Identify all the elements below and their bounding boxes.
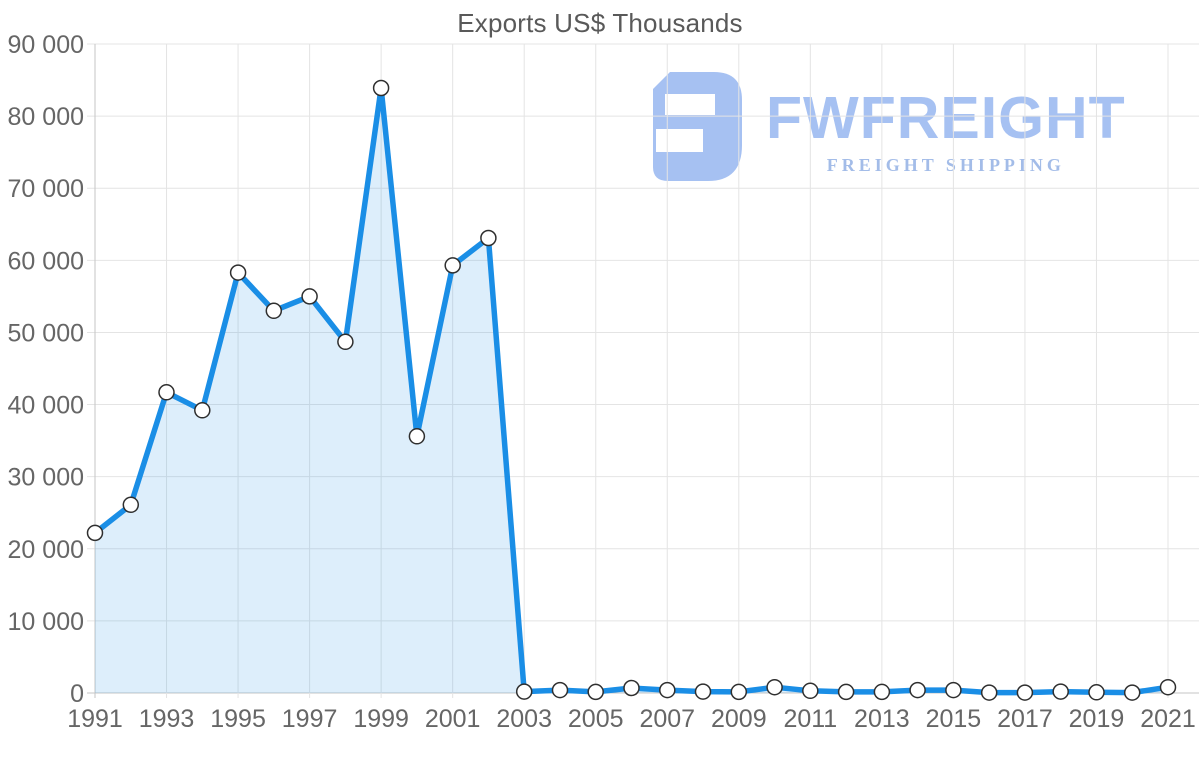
data-point-2012[interactable] — [837, 683, 855, 701]
y-tick-label-30000: 30 000 — [8, 464, 84, 492]
data-point-2003[interactable] — [515, 683, 533, 700]
data-point-2001[interactable] — [444, 257, 461, 274]
y-tick-label-80000: 80 000 — [8, 103, 84, 131]
data-point-2011[interactable] — [802, 682, 819, 700]
data-point-2000[interactable] — [408, 428, 426, 445]
data-point-2008[interactable] — [694, 683, 712, 700]
x-tick-label-2015: 2015 — [926, 705, 982, 733]
fwfreight-logo-icon — [653, 72, 742, 181]
data-point-2017[interactable] — [1016, 684, 1034, 701]
data-point-2021[interactable] — [1159, 678, 1177, 696]
y-tick-label-50000: 50 000 — [8, 319, 84, 347]
y-tick-label-10000: 10 000 — [8, 608, 84, 636]
x-tick-label-2003: 2003 — [496, 705, 552, 733]
data-point-2018[interactable] — [1052, 683, 1069, 700]
fwfreight-brand-label: FWFREIGHT — [766, 85, 1126, 151]
data-point-2005[interactable] — [587, 683, 604, 701]
data-point-2010[interactable] — [766, 678, 783, 696]
x-tick-label-2011: 2011 — [783, 705, 837, 733]
data-point-2016[interactable] — [980, 684, 998, 701]
data-point-2007[interactable] — [659, 681, 676, 699]
x-tick-label-2021: 2021 — [1140, 705, 1196, 733]
data-point-1995[interactable] — [229, 264, 247, 281]
chart-title: Exports US$ Thousands — [457, 8, 743, 38]
data-point-2002[interactable] — [480, 229, 497, 247]
fwfreight-logo-text: FWFREIGHT FREIGHT SHIPPING — [766, 68, 1126, 176]
data-point-2019[interactable] — [1088, 684, 1105, 701]
x-tick-label-1995: 1995 — [210, 705, 266, 733]
data-point-1993[interactable] — [158, 384, 175, 401]
y-tick-label-40000: 40 000 — [8, 392, 84, 420]
data-point-1997[interactable] — [301, 288, 318, 305]
data-point-2015[interactable] — [945, 681, 962, 699]
fwfreight-watermark: FWFREIGHT FREIGHT SHIPPING — [648, 68, 1126, 185]
data-point-1991[interactable] — [86, 524, 104, 542]
x-tick-label-2017: 2017 — [997, 705, 1053, 733]
x-tick-label-1999: 1999 — [353, 705, 409, 733]
data-point-2009[interactable] — [730, 683, 748, 701]
data-point-1996[interactable] — [265, 302, 283, 320]
data-point-2006[interactable] — [623, 679, 640, 697]
x-tick-label-2007: 2007 — [639, 705, 695, 733]
y-tick-label-0: 0 — [70, 680, 84, 708]
y-tick-label-60000: 60 000 — [8, 247, 84, 275]
x-tick-label-2005: 2005 — [568, 705, 624, 733]
x-tick-label-1993: 1993 — [139, 705, 195, 733]
data-point-2014[interactable] — [909, 681, 926, 699]
y-tick-label-70000: 70 000 — [8, 175, 84, 203]
x-tick-label-1997: 1997 — [282, 705, 338, 733]
y-tick-label-90000: 90 000 — [8, 31, 84, 59]
x-tick-label-2013: 2013 — [854, 705, 910, 733]
data-point-2004[interactable] — [551, 681, 569, 699]
data-point-2020[interactable] — [1123, 684, 1141, 701]
x-tick-label-1991: 1991 — [67, 705, 123, 733]
y-tick-label-20000: 20 000 — [8, 536, 84, 564]
data-point-1994[interactable] — [194, 402, 211, 419]
data-point-1998[interactable] — [337, 333, 354, 351]
data-point-1999[interactable] — [372, 79, 390, 97]
fwfreight-subtitle-label: FREIGHT SHIPPING — [826, 155, 1065, 175]
x-tick-label-2001: 2001 — [425, 705, 481, 733]
data-point-2013[interactable] — [873, 683, 891, 701]
series-area-fill — [95, 88, 1168, 693]
data-point-1992[interactable] — [122, 496, 140, 514]
x-tick-label-2009: 2009 — [711, 705, 767, 733]
x-tick-label-2019: 2019 — [1069, 705, 1125, 733]
